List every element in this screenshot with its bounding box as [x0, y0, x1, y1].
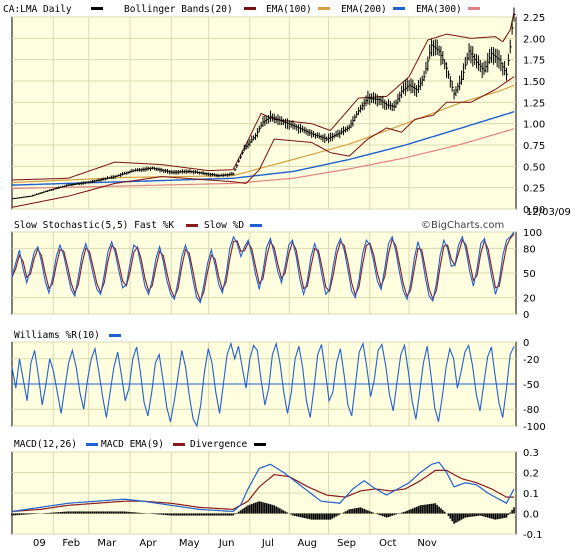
y-tick-label: 0.25 [523, 184, 545, 195]
watermark: ©BigCharts.com [421, 220, 504, 231]
y-tick-label: 20 [523, 294, 536, 305]
month-label: Sep [337, 538, 356, 549]
y-tick-label: 0.0 [523, 510, 539, 521]
month-label: 09 [33, 538, 46, 549]
y-tick-label: 1.00 [523, 120, 545, 131]
month-label: Feb [62, 538, 80, 549]
y-tick-label: 1.75 [523, 56, 545, 67]
legend-ema200: EMA(200) [341, 4, 387, 15]
legend-swatch-ema100 [318, 7, 330, 10]
macd-signal-line [11, 469, 514, 512]
legend-swatch-bollinger [244, 7, 256, 10]
y-tick-label: 2.00 [523, 34, 545, 45]
williams-title: Williams %R(10) [14, 330, 100, 341]
legend-ema100: EMA(100) [266, 4, 312, 15]
month-label: Oct [379, 538, 396, 549]
legend-swatch-slowd [250, 224, 262, 227]
macd-legend: MACD(12,26) MACD EMA(9) Divergence [14, 439, 266, 450]
ema200-line [11, 111, 515, 186]
legend-ticker: CA:LMA Daily [3, 4, 72, 15]
legend-swatch-macd [86, 443, 98, 446]
y-tick-label: 50 [523, 269, 536, 280]
slowd-line [11, 231, 515, 304]
month-label: Nov [417, 538, 437, 549]
fastk-line [11, 233, 515, 303]
macd-line [11, 461, 515, 513]
legend-swatch-williams [109, 334, 121, 337]
y-tick-label: 0 [523, 338, 529, 349]
williams-legend: Williams %R(10) [14, 330, 121, 341]
williams-line [11, 341, 515, 428]
y-tick-label: -0.1 [523, 530, 543, 541]
y-tick-label: 0.50 [523, 162, 545, 173]
y-tick-label: 1.25 [523, 98, 545, 109]
legend-swatch-fastk [186, 224, 198, 227]
ema300-line [12, 128, 515, 190]
legend-swatch-signal [173, 443, 185, 446]
month-label: Mar [97, 538, 117, 549]
y-tick-label: 1.50 [523, 77, 545, 88]
y-tick-label: 80 [523, 244, 536, 255]
y-tick-label: 0.1 [523, 489, 539, 500]
legend-bollinger: Bollinger Bands(20) [124, 4, 233, 15]
price-legend: CA:LMA Daily Bollinger Bands(20) EMA(100… [3, 4, 480, 15]
y-tick-label: -100 [523, 422, 546, 433]
y-tick-label: 0 [523, 310, 529, 321]
legend-swatch-ticker [91, 7, 103, 10]
stochastic-slowd-label: Slow %D [204, 220, 244, 231]
y-tick-label: 0.00 [523, 205, 545, 216]
y-tick-label: -50 [523, 380, 539, 391]
y-tick-label: 0.75 [523, 141, 545, 152]
legend-swatch-divergence [254, 443, 266, 446]
chart-date: 12/03/09 [526, 207, 571, 218]
y-tick-label: 2.25 [523, 13, 545, 24]
macd-title: MACD(12,26) [14, 439, 77, 450]
stochastic-title: Slow Stochastic(5,5) Fast %K [14, 220, 174, 231]
y-tick-label: -20 [523, 355, 539, 366]
legend-ema300: EMA(300) [416, 4, 462, 15]
month-label: Jun [218, 538, 235, 549]
series-layer [11, 7, 516, 524]
ema100-line [12, 84, 515, 184]
macd-signal-label: MACD EMA(9) [101, 439, 164, 450]
bollinger-lower-line [11, 76, 515, 208]
bollinger-upper-line [11, 12, 515, 181]
y-tick-label: 0.2 [523, 469, 539, 480]
month-label: Aug [297, 538, 317, 549]
y-tick-label: -80 [523, 405, 539, 416]
month-label: Apr [139, 538, 157, 549]
legend-swatch-ema300 [468, 7, 480, 10]
legend-swatch-ema200 [393, 7, 405, 10]
month-label: May [179, 538, 200, 549]
month-label: Jul [261, 538, 274, 549]
macd-divergence-label: Divergence [190, 439, 247, 450]
y-tick-label: 100 [523, 228, 542, 239]
tick-labels: 09 Feb Mar Apr May Jun Jul Aug Sep Oct Nov 2.25 2.00… [33, 13, 546, 549]
stochastic-legend: Slow Stochastic(5,5) Fast %K Slow %D ©Bi… [14, 220, 504, 231]
y-tick-label: 0.3 [523, 448, 539, 459]
